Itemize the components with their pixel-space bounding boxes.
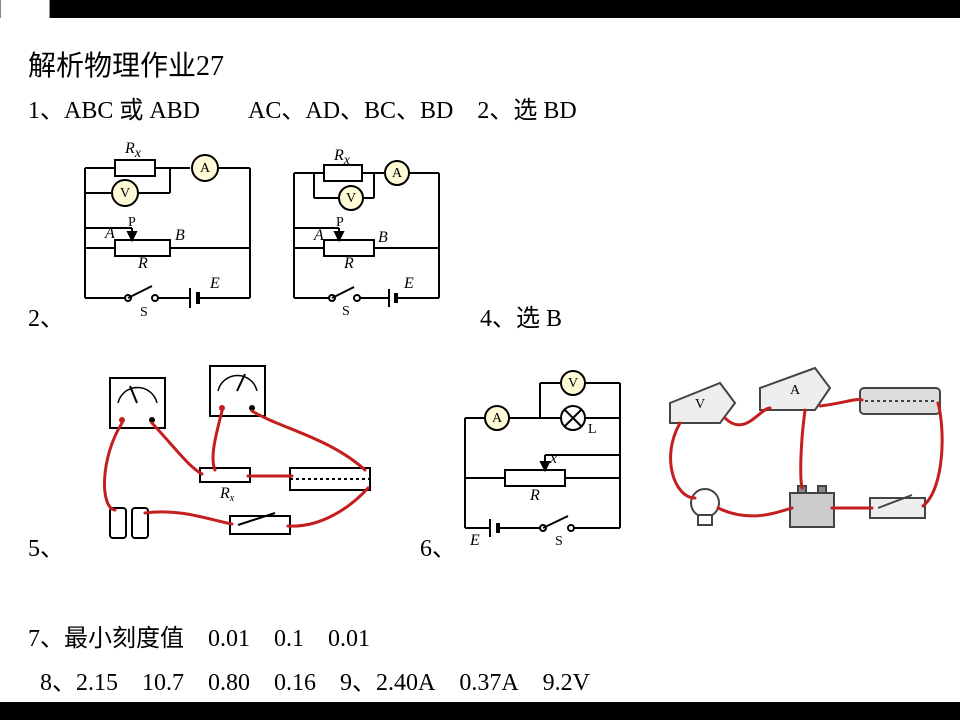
rx-label: R [124, 140, 135, 157]
apparatus-diagram-6: V A [650, 348, 950, 548]
rx-label-2: R [333, 148, 344, 164]
q2-label: 2、 [28, 298, 64, 333]
circuit-diagram-6: V A L x R E S [450, 363, 640, 548]
page-title: 解析物理作业27 [28, 44, 224, 84]
v-meter-icon: V [695, 397, 705, 412]
point-p-2: P [336, 215, 344, 230]
point-b-2: B [378, 229, 388, 246]
battery-e: E [209, 275, 220, 292]
voltmeter-label-2: V [346, 191, 356, 206]
q5-label: 5、 [28, 528, 64, 563]
page-tab [0, 0, 50, 19]
q7-answer: 7、最小刻度值 0.01 0.1 0.01 [28, 618, 370, 653]
q6-label: 6、 [420, 528, 456, 563]
battery-e-2: E [403, 275, 414, 292]
point-a-2: A [313, 227, 324, 244]
q8-q9-answer: 8、2.15 10.7 0.80 0.16 9、2.40A 0.37A 9.2V [40, 662, 590, 697]
ammeter-label: A [200, 161, 211, 176]
rheostat-r-6: R [529, 487, 540, 504]
switch-s: S [140, 305, 148, 318]
circuit-diagram-2: Rx A V A P B R E S [284, 148, 464, 318]
circuit-diagram-1: Rx A V A P B R E S [70, 138, 270, 318]
ammeter-label-6: A [492, 411, 503, 426]
rx-sub-2: x [343, 153, 351, 168]
switch-s-2: S [342, 304, 350, 318]
rx-label-5: Rx [219, 485, 235, 504]
point-p: P [128, 215, 136, 230]
ammeter-label-2: A [392, 166, 403, 181]
a-meter-icon: A [790, 383, 801, 398]
battery-e-6: E [469, 532, 480, 548]
apparatus-diagram-5: Rx [80, 358, 380, 548]
voltmeter-label-6: V [568, 376, 578, 391]
rheostat-r-2: R [343, 255, 354, 272]
lamp-label: L [588, 422, 597, 437]
document-page: 解析物理作业27 1、ABC 或 ABD AC、AD、BC、BD 2、选 BD [0, 18, 960, 702]
switch-s-6: S [555, 534, 563, 548]
answer-line-1: 1、ABC 或 ABD AC、AD、BC、BD 2、选 BD [28, 90, 577, 125]
slider-x: x [549, 450, 557, 467]
point-b: B [175, 227, 185, 244]
rx-sub: x [134, 146, 142, 161]
svg-text:Rx: Rx [124, 140, 142, 161]
q4-answer: 4、选 B [480, 298, 562, 333]
point-a: A [104, 225, 115, 242]
voltmeter-label: V [120, 186, 130, 201]
rheostat-r: R [137, 255, 148, 272]
